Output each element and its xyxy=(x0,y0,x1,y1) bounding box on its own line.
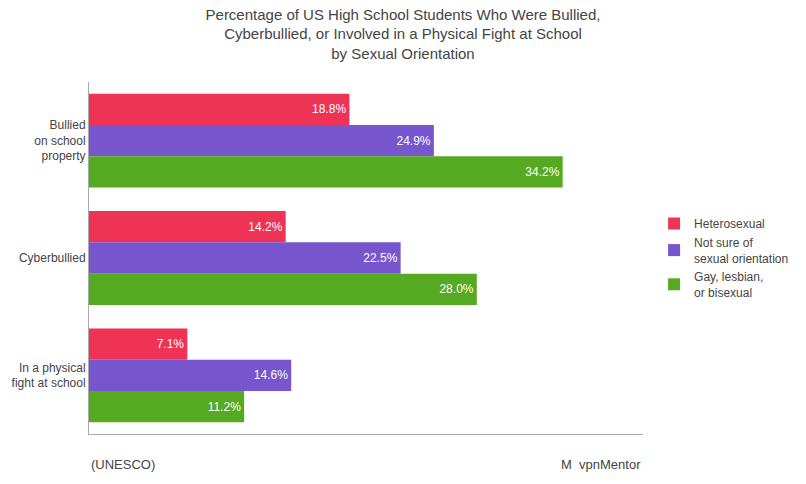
svg-text:M vpnMentor: M vpnMentor xyxy=(561,457,641,472)
svg-text:24.9%: 24.9% xyxy=(397,134,431,148)
svg-text:11.2%: 11.2% xyxy=(208,400,241,414)
svg-text:28.0%: 28.0% xyxy=(439,282,473,296)
svg-text:14.6%: 14.6% xyxy=(254,368,288,382)
svg-text:7.1%: 7.1% xyxy=(157,337,185,351)
svg-text:(UNESCO): (UNESCO) xyxy=(91,457,155,472)
svg-text:Gay, lesbian,or bisexual: Gay, lesbian,or bisexual xyxy=(694,270,763,300)
svg-text:Not sure ofsexual orientation: Not sure ofsexual orientation xyxy=(694,236,788,266)
svg-text:Heterosexual: Heterosexual xyxy=(694,217,765,231)
svg-text:14.2%: 14.2% xyxy=(248,220,282,234)
svg-text:Bulliedon schoolproperty: Bulliedon schoolproperty xyxy=(34,118,85,163)
svg-text:Cyberbullied: Cyberbullied xyxy=(19,251,86,265)
svg-text:18.8%: 18.8% xyxy=(312,102,346,116)
svg-text:22.5%: 22.5% xyxy=(363,251,397,265)
svg-text:Percentage of US High School S: Percentage of US High School Students Wh… xyxy=(206,6,601,62)
svg-text:In a physicalfight at school: In a physicalfight at school xyxy=(12,361,86,391)
svg-text:34.2%: 34.2% xyxy=(525,165,559,179)
